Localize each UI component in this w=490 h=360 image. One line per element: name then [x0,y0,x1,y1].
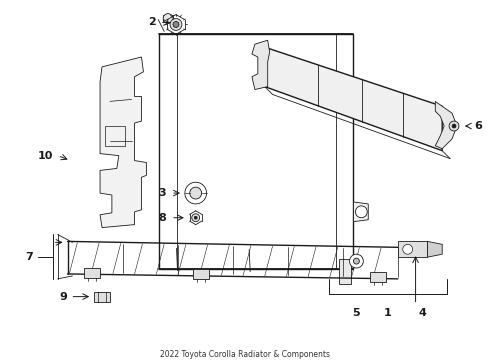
Circle shape [449,121,459,131]
Bar [398,242,427,257]
Text: 1: 1 [384,309,392,319]
Circle shape [355,206,368,218]
Text: 7: 7 [25,252,33,262]
Text: 8: 8 [158,213,166,223]
Circle shape [170,19,182,30]
Bar [193,269,209,279]
Text: 9: 9 [60,292,68,302]
Polygon shape [339,259,350,284]
Polygon shape [353,94,368,113]
Circle shape [349,254,363,268]
Circle shape [452,124,456,128]
Bar [159,34,353,269]
Text: 3: 3 [158,188,166,198]
Polygon shape [100,57,147,228]
Text: 2022 Toyota Corolla Radiator & Components: 2022 Toyota Corolla Radiator & Component… [160,350,330,359]
Text: 5: 5 [353,309,360,319]
Bar [94,292,110,302]
Circle shape [194,216,197,219]
Circle shape [355,98,368,109]
Circle shape [353,258,359,264]
Circle shape [403,244,413,254]
Circle shape [173,22,179,27]
Polygon shape [353,202,368,222]
Text: 2: 2 [148,18,156,27]
Bar [370,272,386,282]
Bar [105,126,125,146]
Text: 6: 6 [474,121,482,131]
Bar [163,15,173,22]
Polygon shape [435,102,457,149]
Circle shape [192,214,199,222]
Polygon shape [427,242,442,257]
Circle shape [163,14,173,23]
Bar [84,268,100,278]
Circle shape [190,187,201,199]
Polygon shape [265,47,442,151]
Polygon shape [252,40,270,90]
Text: 10: 10 [37,150,53,161]
Circle shape [185,182,207,204]
Text: 4: 4 [418,309,426,319]
